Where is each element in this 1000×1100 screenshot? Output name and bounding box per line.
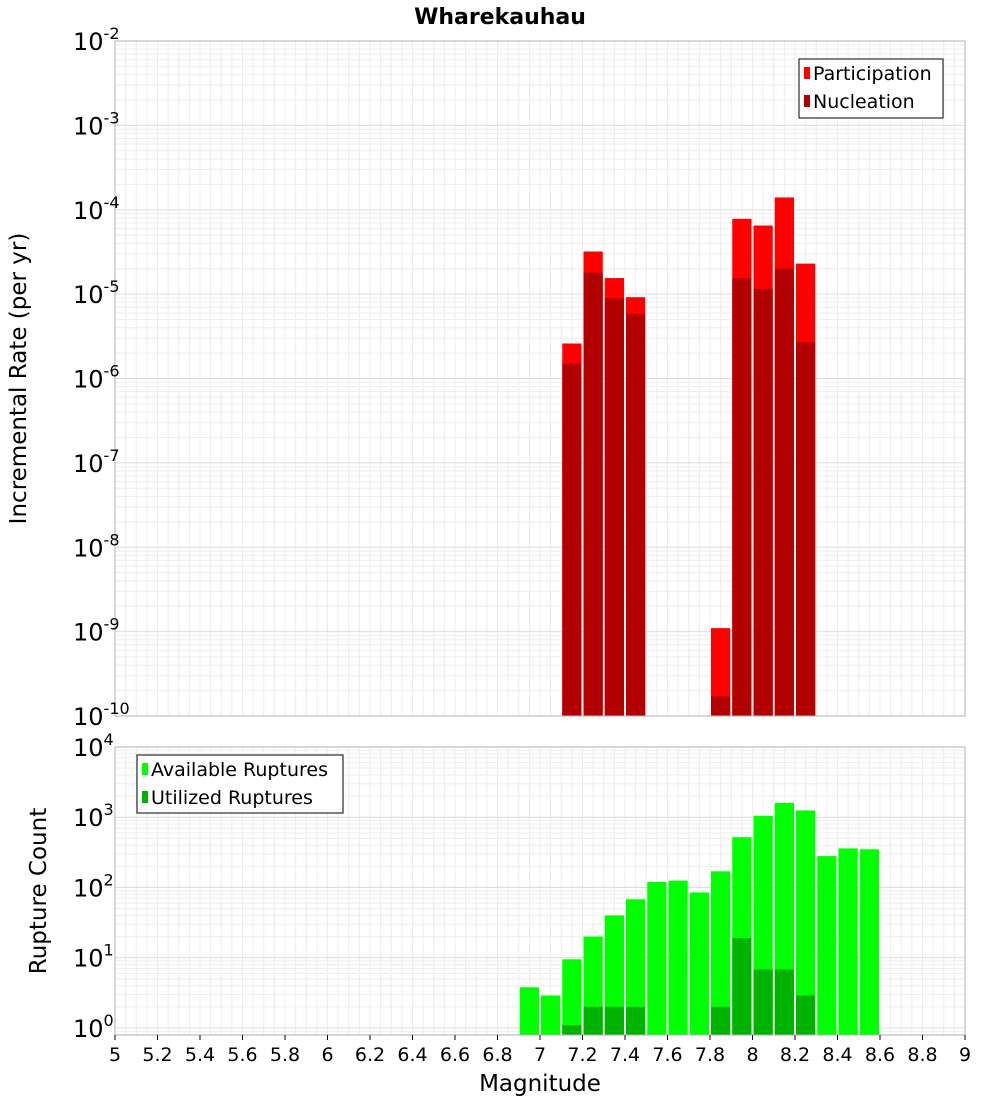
legend-label: Participation [813, 63, 932, 85]
bar [859, 849, 879, 1035]
legend-swatch [142, 791, 148, 803]
x-tick-label: 7.6 [652, 1044, 682, 1066]
x-tick-label: 6.4 [397, 1044, 427, 1066]
legend-label: Utilized Ruptures [151, 787, 313, 809]
bar [732, 278, 752, 716]
bar [753, 969, 773, 1035]
y-tick-label: 101 [73, 941, 114, 973]
legend-box [136, 754, 344, 814]
legend: Participation Nucleation [798, 58, 944, 119]
bar [583, 1006, 603, 1035]
bar [626, 314, 646, 716]
x-tick-label: 8.6 [865, 1044, 895, 1066]
bar [796, 342, 816, 716]
chart-title: Wharekauhau [414, 5, 586, 30]
y-tick-label: 10-10 [73, 699, 130, 731]
bar [668, 880, 688, 1035]
x-tick-label: 5 [109, 1044, 121, 1066]
x-axis-label: Magnitude [479, 1071, 601, 1097]
y-axis-label: Rupture Count [26, 808, 52, 974]
x-tick-label: 5.6 [227, 1044, 257, 1066]
x-tick-label: 7 [534, 1044, 546, 1066]
legend-swatch [804, 95, 810, 107]
x-tick-label: 6.2 [355, 1044, 385, 1066]
plot-frame [114, 40, 966, 717]
bar [796, 810, 816, 1035]
y-tick-label: 10-7 [73, 446, 120, 478]
y-tick-label: 10-3 [73, 108, 120, 140]
x-tick-label: 7.8 [695, 1044, 725, 1066]
x-tick-label: 8.8 [907, 1044, 937, 1066]
y-tick-label: 10-5 [73, 277, 120, 309]
x-tick-label: 7.4 [610, 1044, 640, 1066]
bar [753, 289, 773, 716]
bar [562, 1025, 582, 1035]
bar [689, 892, 709, 1035]
legend-label: Available Ruptures [151, 759, 328, 781]
legend: Available Ruptures Utilized Ruptures [136, 754, 344, 814]
y-tick-label: 10-2 [73, 24, 120, 56]
x-tick-label: 6.6 [440, 1044, 470, 1066]
x-tick-label: 5.2 [142, 1044, 172, 1066]
bar [711, 628, 731, 716]
y-axis-label: Incremental Rate (per yr) [6, 233, 32, 525]
y-tick-label: 10-9 [73, 615, 120, 647]
x-tick-label: 8 [746, 1044, 758, 1066]
rate-panel: 10-2 10-3 10-4 10-5 10-6 10-7 10-8 10-9 10-10 Inc… [6, 24, 966, 731]
bar [711, 1006, 731, 1035]
legend-swatch [804, 67, 810, 79]
bar [626, 1006, 646, 1035]
y-tick-label: 102 [73, 870, 114, 902]
x-tick-label: 9 [959, 1044, 971, 1066]
x-tick-label: 7.2 [567, 1044, 597, 1066]
bar [604, 915, 624, 1035]
bar [647, 881, 667, 1035]
bar [711, 871, 731, 1035]
x-tick-label: 6 [321, 1044, 333, 1066]
y-tick-label: 103 [73, 800, 114, 832]
bar [583, 272, 603, 716]
bar [604, 297, 624, 716]
bar [562, 363, 582, 716]
bar [626, 899, 646, 1035]
bar [774, 969, 794, 1035]
bar [541, 995, 561, 1035]
bar [711, 696, 731, 716]
y-tick-label: 10-6 [73, 362, 120, 394]
bar [774, 268, 794, 716]
rupture-count-panel: 104 103 102 101 100 Rupture Count Available Ru… [26, 730, 971, 1097]
x-tick-label: 6.8 [482, 1044, 512, 1066]
bar [562, 959, 582, 1035]
y-tick-label: 100 [73, 1011, 114, 1043]
legend-label: Nucleation [813, 91, 915, 113]
x-tick-label: 8.4 [822, 1044, 852, 1066]
bar [817, 856, 837, 1035]
y-tick-label: 104 [73, 730, 114, 762]
legend-box [798, 58, 944, 119]
y-tick-label: 10-4 [73, 193, 120, 225]
bar [519, 987, 539, 1035]
x-tick-label: 5.4 [185, 1044, 215, 1066]
x-tick-label: 5.8 [270, 1044, 300, 1066]
bar [838, 848, 858, 1035]
bar [604, 1006, 624, 1035]
bar [732, 938, 752, 1035]
x-tick-label: 8.2 [780, 1044, 810, 1066]
legend-swatch [142, 763, 148, 775]
bar [796, 995, 816, 1035]
y-tick-label: 10-8 [73, 530, 120, 562]
